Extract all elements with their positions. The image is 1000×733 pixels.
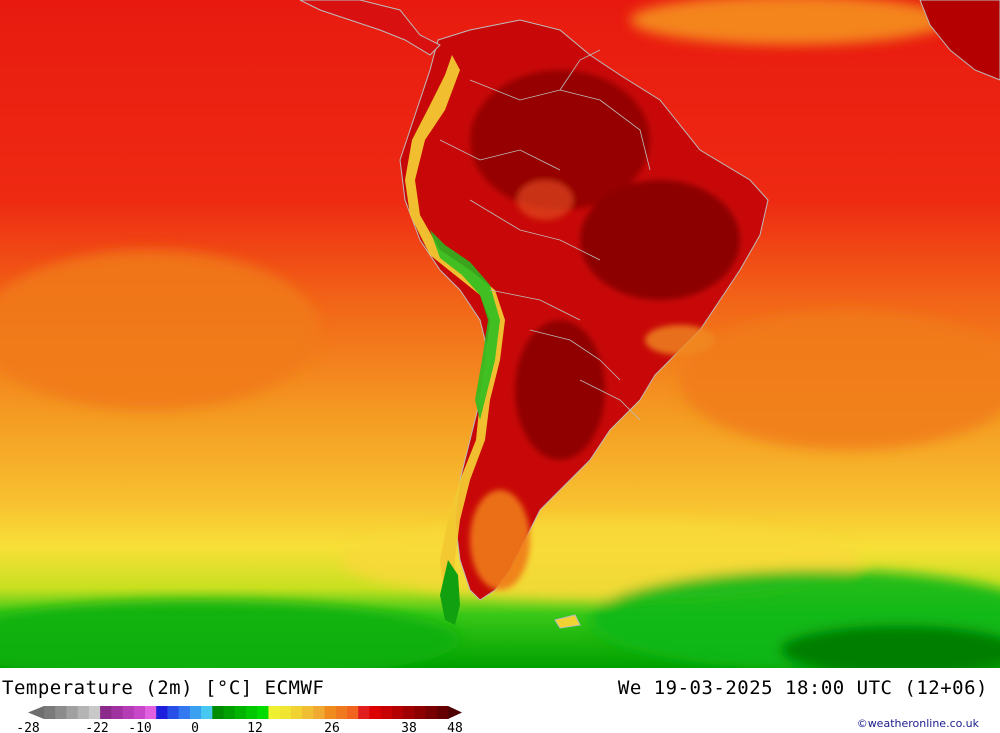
legend-swatch bbox=[145, 706, 157, 719]
legend-swatch bbox=[391, 706, 404, 719]
legend-swatch bbox=[122, 706, 135, 719]
falkland-islands bbox=[554, 614, 581, 629]
legend-swatch bbox=[290, 706, 303, 719]
dark-green-zone bbox=[780, 625, 1000, 668]
legend-swatch bbox=[403, 706, 415, 719]
legend-tick-label: 38 bbox=[401, 721, 417, 733]
legend-swatch bbox=[358, 706, 370, 719]
legend-swatch bbox=[246, 706, 258, 719]
legend-swatch bbox=[347, 706, 359, 719]
legend-swatch bbox=[313, 706, 326, 719]
legend-swatch bbox=[414, 706, 427, 719]
legend-tick-label: -22 bbox=[85, 721, 108, 733]
legend-swatch bbox=[100, 706, 112, 719]
orange-zone-west bbox=[0, 250, 320, 410]
north-orange-zone bbox=[630, 0, 950, 45]
andes-green-highlands bbox=[430, 230, 500, 420]
credit-link[interactable]: ©weatheronline.co.uk bbox=[856, 717, 979, 730]
legend-swatch bbox=[425, 706, 438, 719]
legend-swatch bbox=[66, 706, 79, 719]
legend-swatch bbox=[201, 706, 213, 719]
legend-swatch bbox=[133, 706, 146, 719]
legend-swatch bbox=[55, 706, 67, 719]
legend-swatch bbox=[257, 706, 269, 719]
legend-swatch bbox=[212, 706, 225, 719]
central-america bbox=[299, 0, 441, 56]
map-title: Temperature (2m) [°C] ECMWF bbox=[2, 677, 325, 699]
legend-swatch bbox=[234, 706, 247, 719]
green-zone-southwest bbox=[0, 600, 460, 668]
legend-arrow-high bbox=[448, 706, 462, 719]
legend-swatch bbox=[77, 706, 90, 719]
orange-zone-east bbox=[680, 310, 1000, 450]
legend-tick-label: -10 bbox=[128, 721, 151, 733]
legend-swatch bbox=[178, 706, 191, 719]
interior-hot-center bbox=[580, 180, 740, 300]
legend-swatch bbox=[189, 706, 202, 719]
amazon-orange-patch bbox=[517, 180, 573, 220]
legend-tick-label: 12 bbox=[247, 721, 263, 733]
legend-swatch bbox=[436, 706, 449, 719]
legend-arrow-low bbox=[28, 706, 44, 719]
legend-swatch bbox=[335, 706, 348, 719]
legend-swatch bbox=[268, 706, 281, 719]
legend-swatch bbox=[156, 706, 168, 719]
temperature-map bbox=[0, 0, 1000, 668]
legend-tick-label: 0 bbox=[191, 721, 199, 733]
interior-hot-north bbox=[470, 70, 650, 210]
legend-swatch bbox=[223, 706, 236, 719]
interior-hot-south bbox=[515, 320, 605, 460]
legend-swatch bbox=[324, 706, 337, 719]
country-borders bbox=[439, 49, 651, 421]
legend-swatch bbox=[369, 706, 382, 719]
legend-swatch bbox=[111, 706, 124, 719]
patagonia-orange bbox=[470, 490, 530, 590]
color-scale-legend: -28 -22 -10 0 12 26 38 48 bbox=[16, 706, 463, 733]
legend-tick-label: 26 bbox=[324, 721, 340, 733]
legend-swatch bbox=[302, 706, 314, 719]
legend-swatch bbox=[380, 706, 393, 719]
valid-time: We 19-03-2025 18:00 UTC (12+06) bbox=[617, 677, 988, 699]
legend-swatch bbox=[88, 706, 101, 719]
legend-tick-label: 48 bbox=[447, 721, 463, 733]
legend-swatch bbox=[44, 706, 56, 719]
legend-swatch bbox=[167, 706, 180, 719]
africa-west-coast bbox=[919, 0, 1000, 81]
legend-tick-label: -28 bbox=[16, 721, 39, 733]
coastal-orange-patch bbox=[645, 325, 715, 355]
chile-south-green bbox=[440, 560, 460, 625]
legend-swatch bbox=[279, 706, 292, 719]
